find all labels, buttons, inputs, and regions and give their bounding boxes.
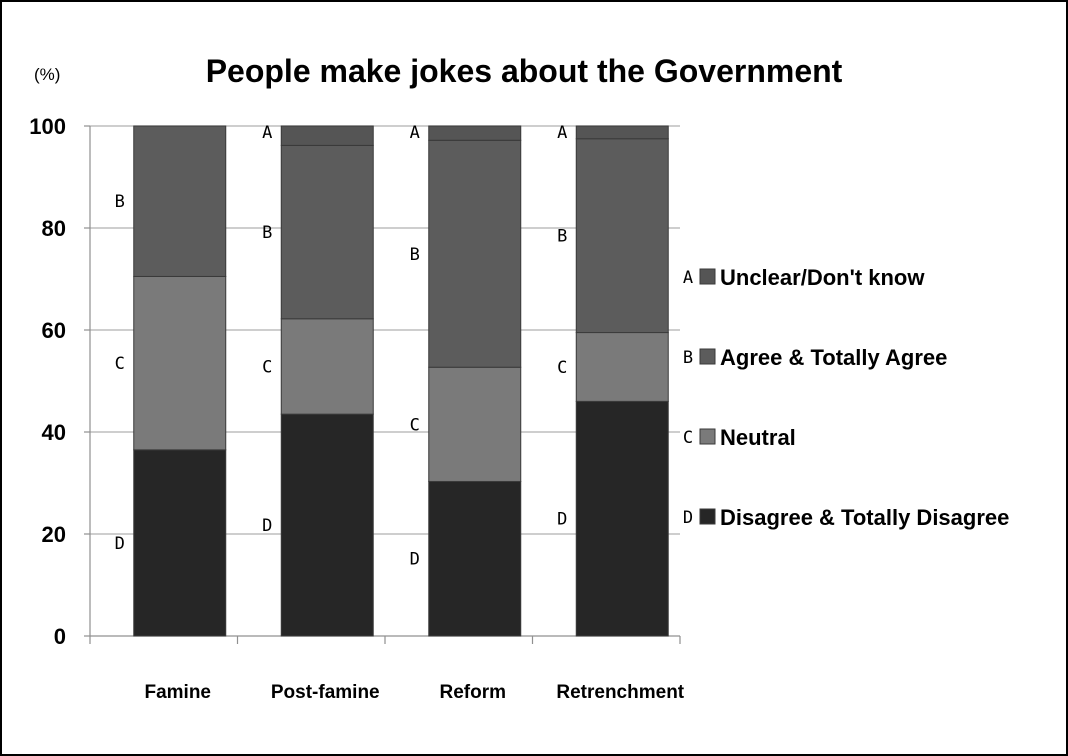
axes: 0 20 40 60 80 100 Famine Post-famine Reform Retre…: [29, 114, 685, 703]
bar-segment-a: [428, 125, 522, 141]
x-tick-label: Reform: [439, 682, 506, 703]
legend-letter: A: [683, 268, 693, 288]
bar-segment-b: [280, 144, 374, 320]
segment-label: C: [557, 358, 567, 378]
legend-swatch: [699, 268, 716, 285]
segment-label: C: [410, 415, 420, 435]
legend-label: Agree & Totally Agree: [720, 345, 947, 370]
legend-swatch: [699, 508, 716, 525]
bar-segment-d: [575, 400, 669, 637]
y-tick-label: 0: [54, 624, 66, 649]
segment-label: D: [262, 516, 272, 536]
bar-segment-a: [575, 125, 669, 140]
y-tick-label: 100: [29, 114, 66, 139]
legend-label: Neutral: [720, 425, 796, 450]
bar-segment-b: [428, 139, 522, 368]
bars: D C B D C B A D C B A D C B A: [115, 123, 669, 637]
bar-segment-a: [280, 125, 374, 146]
bar-segment-d: [428, 480, 522, 637]
legend-label: Disagree & Totally Disagree: [720, 505, 1009, 530]
bar-segment-c: [428, 366, 522, 482]
bar-segment-d: [133, 449, 227, 637]
y-tick-label: 20: [42, 522, 66, 547]
unit-label: (%): [34, 65, 60, 84]
segment-label: D: [557, 510, 567, 530]
y-tick-label: 40: [42, 420, 66, 445]
bar-segment-c: [575, 332, 669, 402]
bar-segment-b: [133, 125, 227, 277]
segment-label: A: [262, 123, 272, 143]
legend-label: Unclear/Don't know: [720, 265, 925, 290]
legend-letter: C: [683, 428, 693, 448]
legend-swatch: [699, 428, 716, 445]
bar-segment-c: [280, 318, 374, 415]
legend-swatch: [699, 348, 716, 365]
segment-label: D: [410, 550, 420, 570]
segment-label: B: [115, 192, 125, 212]
x-tick-label: Post-famine: [271, 682, 380, 703]
segment-label: A: [557, 123, 567, 143]
segment-label: B: [557, 227, 567, 247]
bar-segment-d: [280, 413, 374, 637]
legend-letter: B: [683, 348, 693, 368]
legend-letter: D: [683, 508, 693, 528]
segment-label: C: [262, 357, 272, 377]
segment-label: C: [115, 354, 125, 374]
segment-label: A: [410, 123, 420, 143]
bar-segment-c: [133, 275, 227, 451]
x-tick-label: Famine: [144, 682, 211, 703]
legend: A Unclear/Don't know B Agree & Totally Agre…: [683, 265, 1010, 530]
bar-segment-b: [575, 138, 669, 334]
y-tick-label: 80: [42, 216, 66, 241]
x-tick-label: Retrenchment: [556, 682, 684, 703]
segment-label: B: [262, 223, 272, 243]
segment-label: D: [115, 534, 125, 554]
segment-label: B: [410, 245, 420, 265]
chart-title: People make jokes about the Government: [206, 53, 843, 89]
y-tick-label: 60: [42, 318, 66, 343]
